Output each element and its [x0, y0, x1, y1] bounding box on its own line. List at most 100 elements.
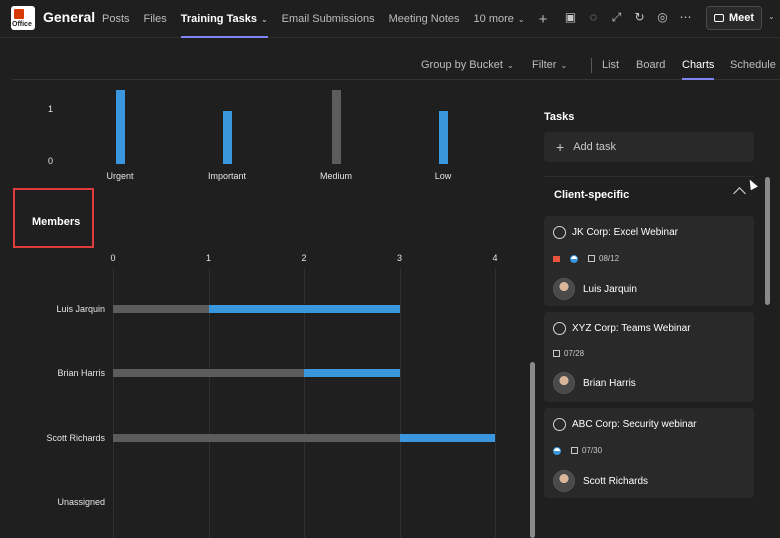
task-card[interactable]: ABC Corp: Security webinar 07/30 Scott R…: [544, 408, 754, 498]
task-due-date: 07/28: [564, 349, 585, 358]
chat-icon[interactable]: ◌: [589, 10, 598, 24]
calendar-icon: [588, 255, 595, 262]
view-charts-tab[interactable]: Charts: [682, 59, 715, 80]
view-schedule-tab[interactable]: Schedule: [730, 59, 776, 71]
task-card[interactable]: XYZ Corp: Teams Webinar 07/28 Brian Harr…: [544, 312, 754, 402]
meeting-icon[interactable]: ▣: [564, 10, 577, 24]
tab-meeting-notes-label: Meeting Notes: [388, 13, 460, 25]
chevron-down-icon: ⌄: [517, 14, 525, 24]
tasks-heading: Tasks: [544, 111, 575, 123]
avatar: [553, 278, 575, 300]
office-logo-mark: [14, 9, 24, 19]
x-tick-label: 4: [492, 253, 498, 263]
member-label: Brian Harris: [57, 368, 105, 378]
toolbar-divider: [591, 58, 592, 73]
teams-header: Office General Posts Files Training Task…: [0, 0, 780, 38]
planner-toolbar: Group by Bucket ⌄ Filter ⌄ List Board Char…: [12, 52, 780, 80]
add-tab-button[interactable]: +: [539, 0, 548, 38]
tab-files-label: Files: [143, 13, 167, 25]
task-assignee: Brian Harris: [553, 372, 636, 394]
tab-posts[interactable]: Posts: [102, 0, 130, 38]
header-actions: ▣ ◌ ⤢ ↻ ◎ ⋯: [563, 10, 693, 25]
task-due-date: 08/12: [599, 254, 620, 263]
tab-email-submissions-label: Email Submissions: [281, 13, 375, 25]
assignee-name: Luis Jarquin: [583, 283, 637, 295]
tab-training-tasks-label: Training Tasks: [180, 13, 257, 25]
complete-task-circle-icon[interactable]: [553, 418, 566, 431]
calendar-icon: [571, 447, 578, 454]
avatar: [553, 372, 575, 394]
add-task-button[interactable]: + Add task: [544, 132, 754, 162]
tab-email-submissions[interactable]: Email Submissions: [282, 0, 375, 38]
task-title: ABC Corp: Security webinar: [572, 419, 697, 430]
grid-line: [304, 268, 305, 538]
video-camera-icon: [713, 14, 724, 22]
assignee-name: Scott Richards: [583, 475, 649, 487]
more-options-icon[interactable]: ⋯: [679, 10, 692, 24]
chevron-up-icon[interactable]: [733, 187, 746, 200]
office-logo-text: Office: [12, 21, 32, 28]
office-logo[interactable]: Office: [11, 6, 35, 30]
bucket-name: Client-specific: [554, 188, 630, 201]
bar-low: [439, 111, 448, 164]
complete-task-circle-icon[interactable]: [553, 322, 566, 335]
x-tick-label: 1: [205, 253, 211, 263]
x-tick-label: 3: [396, 253, 402, 263]
task-card[interactable]: JK Corp: Excel Webinar 08/12 Luis Jarqui…: [544, 216, 754, 306]
view-list-tab[interactable]: List: [602, 59, 620, 71]
task-meta: 07/30: [553, 446, 602, 455]
view-board-tab[interactable]: Board: [636, 59, 666, 71]
filter-dropdown[interactable]: Filter ⌄: [532, 59, 567, 71]
meet-button-label: Meet: [728, 12, 755, 24]
grid-line: [208, 268, 210, 538]
plus-icon: +: [538, 10, 548, 28]
category-label: Low: [434, 171, 452, 181]
tab-posts-label: Posts: [102, 13, 130, 25]
meet-button[interactable]: Meet: [706, 6, 762, 30]
channel-title: General: [43, 9, 96, 25]
task-pane: Tasks + Add task Client-specific JK Corp…: [536, 100, 780, 538]
urgent-flag-icon: [553, 255, 560, 262]
tab-meeting-notes[interactable]: Meeting Notes: [389, 0, 460, 38]
tab-more-label: 10 more: [473, 13, 514, 25]
tab-files[interactable]: Files: [144, 0, 167, 38]
grid-line: [399, 268, 401, 538]
member-label: Scott Richards: [46, 433, 105, 443]
bar-segment: [208, 305, 400, 313]
in-progress-icon: [553, 446, 561, 455]
add-task-label: Add task: [573, 141, 616, 153]
group-by-label: Group by Bucket: [421, 59, 503, 71]
globe-icon[interactable]: ◎: [657, 10, 668, 24]
bar-urgent: [116, 89, 125, 164]
task-due-date: 07/30: [582, 446, 603, 455]
bar-segment: [113, 369, 304, 377]
members-highlight-box: [13, 188, 94, 248]
bar-important: [223, 111, 232, 164]
charts-panel: Members 1 0 Urgent Important Medium Low 0 1 2 3 4 L…: [0, 82, 528, 538]
tab-more[interactable]: 10 more ⌄: [474, 0, 525, 38]
task-pane-scrollbar[interactable]: [765, 177, 770, 305]
expand-icon[interactable]: ⤢: [611, 10, 622, 24]
category-label: Medium: [319, 171, 352, 181]
member-label: Luis Jarquin: [56, 304, 105, 314]
category-label: Important: [207, 171, 247, 181]
grid-line: [113, 268, 114, 538]
bar-medium: [332, 89, 341, 164]
category-label: Urgent: [106, 171, 134, 181]
group-by-dropdown[interactable]: Group by Bucket ⌄: [421, 59, 514, 71]
task-assignee: Scott Richards: [553, 470, 648, 492]
tab-training-tasks[interactable]: Training Tasks ⌄: [180, 0, 268, 38]
y-tick-label: 1: [48, 104, 54, 114]
y-tick-label: 0: [48, 156, 54, 166]
bucket-header[interactable]: Client-specific: [544, 176, 754, 212]
task-meta: 08/12: [553, 254, 619, 263]
grid-line: [495, 268, 496, 538]
assignee-name: Brian Harris: [583, 377, 636, 389]
x-tick-label: 2: [301, 253, 307, 263]
task-title: XYZ Corp: Teams Webinar: [572, 323, 691, 334]
charts-scrollbar[interactable]: [530, 362, 535, 538]
refresh-icon[interactable]: ↻: [634, 10, 645, 24]
complete-task-circle-icon[interactable]: [553, 226, 566, 239]
x-tick-label: 0: [110, 253, 116, 263]
meet-options-chevron-icon[interactable]: ⌄: [768, 12, 775, 21]
